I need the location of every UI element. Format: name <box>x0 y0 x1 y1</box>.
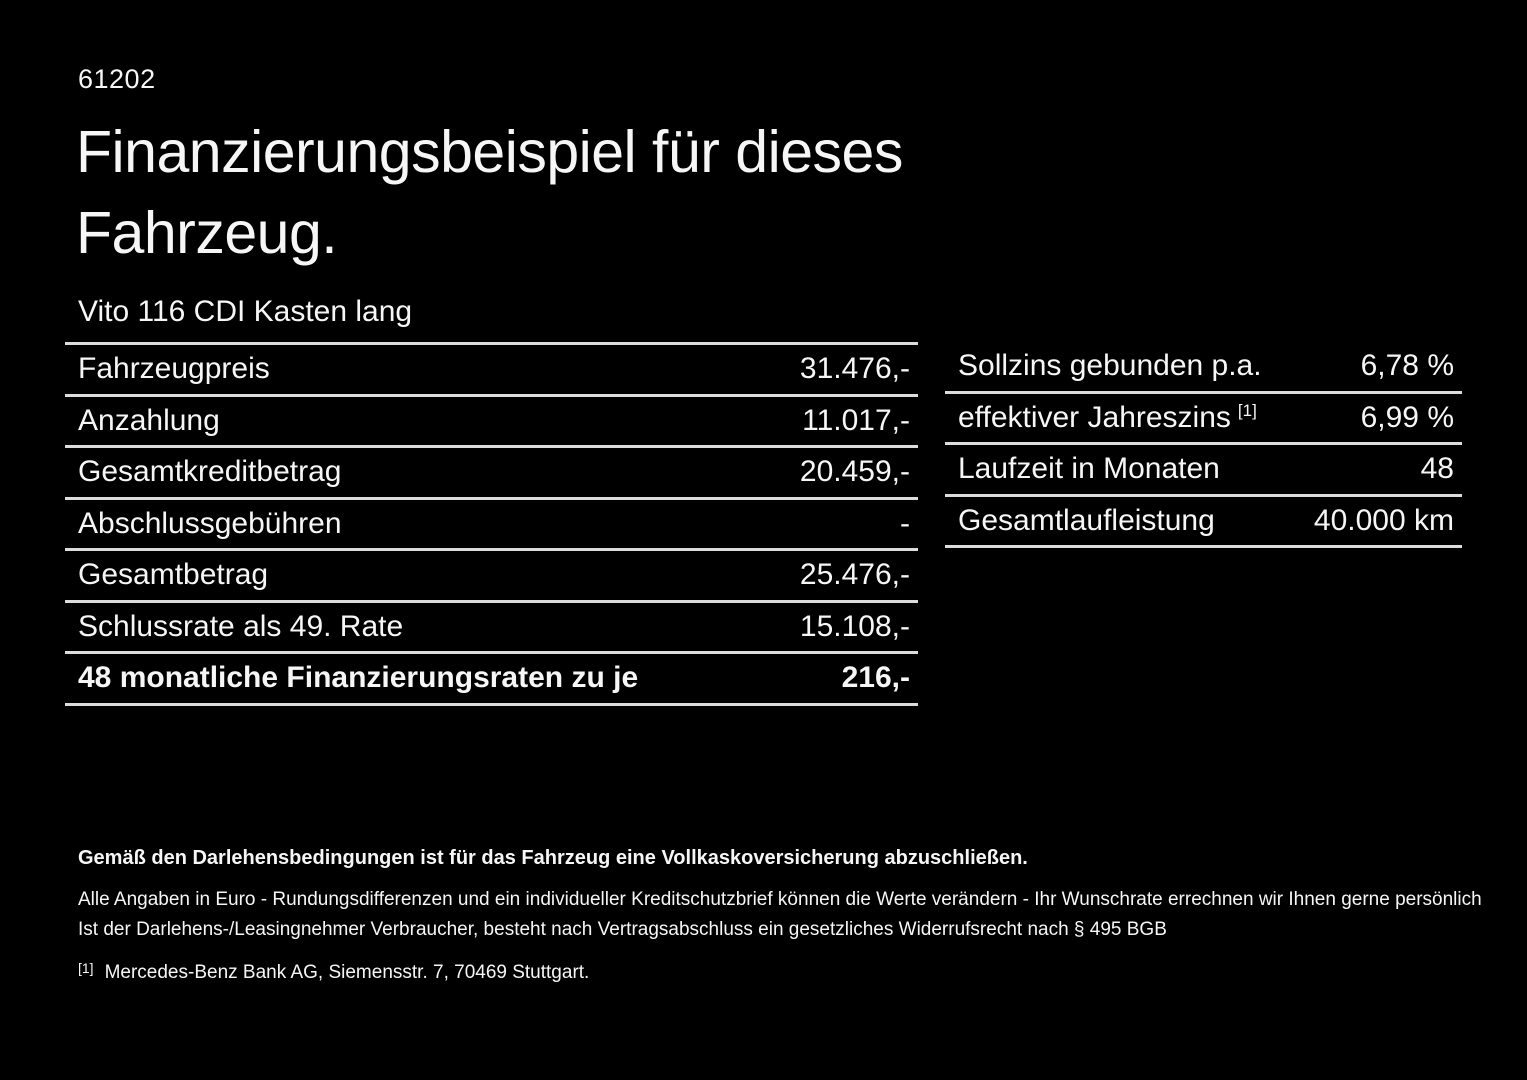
row-value: 40.000 km <box>1313 503 1454 537</box>
footnote: [1] Mercedes-Benz Bank AG, Siemensstr. 7… <box>78 960 1482 984</box>
footer-bold-note: Gemäß den Darlehensbedingungen ist für d… <box>78 847 1028 869</box>
table-row-gesamtlaufleistung: Gesamtlaufleistung 40.000 km <box>945 497 1462 548</box>
row-label: Abschlussgebühren <box>78 506 342 540</box>
row-label: Sollzins gebunden p.a. <box>958 349 1262 383</box>
finance-table: Fahrzeugpreis 31.476,- Anzahlung 11.017,… <box>65 342 918 706</box>
row-label-text: effektiver Jahreszins <box>958 400 1231 434</box>
row-value: 11.017,- <box>802 403 910 437</box>
row-value: - <box>900 506 910 540</box>
table-row-fahrzeugpreis: Fahrzeugpreis 31.476,- <box>65 345 918 397</box>
row-label: Gesamtlaufleistung <box>958 503 1215 537</box>
page-title: Finanzierungsbeispiel für dieses Fahrzeu… <box>76 112 903 274</box>
table-row-gesamtbetrag: Gesamtbetrag 25.476,- <box>65 551 918 603</box>
footnote-text: Mercedes-Benz Bank AG, Siemensstr. 7, 70… <box>104 962 590 983</box>
row-value: 25.476,- <box>799 558 910 592</box>
footer-notes: Gemäß den Darlehensbedingungen ist für d… <box>78 847 1482 984</box>
table-row-schlussrate: Schlussrate als 49. Rate 15.108,- <box>65 603 918 654</box>
row-label: effektiver Jahreszins [1] <box>945 401 1257 435</box>
table-row-monatsrate: 48 monatliche Finanzierungsraten zu je 2… <box>65 654 918 706</box>
row-value: 31.476,- <box>799 352 910 386</box>
footer-note-line1: Alle Angaben in Euro - Rundungsdifferenz… <box>78 889 1482 910</box>
footer-note-line2: Ist der Darlehens-/Leasingnehmer Verbrau… <box>78 919 1167 940</box>
row-label: Anzahlung <box>78 403 220 437</box>
page-title-line2: Fahrzeug. <box>76 200 338 266</box>
row-value: 216,- <box>841 661 910 695</box>
row-label: Gesamtbetrag <box>78 558 269 592</box>
doc-number: 61202 <box>78 64 156 94</box>
row-label: Gesamtkreditbetrag <box>78 455 342 489</box>
row-value: 6,78 % <box>1360 349 1454 383</box>
row-value: 20.459,- <box>799 455 910 489</box>
row-label: Laufzeit in Monaten <box>958 452 1220 486</box>
row-label: 48 monatliche Finanzierungsraten zu je <box>78 661 639 695</box>
footnote-marker: [1] <box>78 960 94 976</box>
page-title-line1: Finanzierungsbeispiel für dieses <box>76 119 903 185</box>
row-value: 6,99 % <box>1360 400 1454 434</box>
row-label: Schlussrate als 49. Rate <box>78 609 404 643</box>
row-value: 48 <box>1420 452 1454 486</box>
table-row-anzahlung: Anzahlung 11.017,- <box>65 397 918 448</box>
table-row-gesamtkreditbetrag: Gesamtkreditbetrag 20.459,- <box>65 448 918 500</box>
row-label: Fahrzeugpreis <box>78 352 270 386</box>
row-value: 15.108,- <box>799 609 910 643</box>
footnote-marker: [1] <box>1237 400 1257 420</box>
table-row-abschlussgebuehren: Abschlussgebühren - <box>65 500 918 551</box>
table-row-sollzins: Sollzins gebunden p.a. 6,78 % <box>945 342 1462 394</box>
table-row-effektiver-jahreszins: effektiver Jahreszins [1] 6,99 % <box>945 394 1462 445</box>
vehicle-title: Vito 116 CDI Kasten lang <box>78 295 413 328</box>
conditions-table: Sollzins gebunden p.a. 6,78 % effektiver… <box>945 342 1462 548</box>
table-row-laufzeit: Laufzeit in Monaten 48 <box>945 445 1462 497</box>
